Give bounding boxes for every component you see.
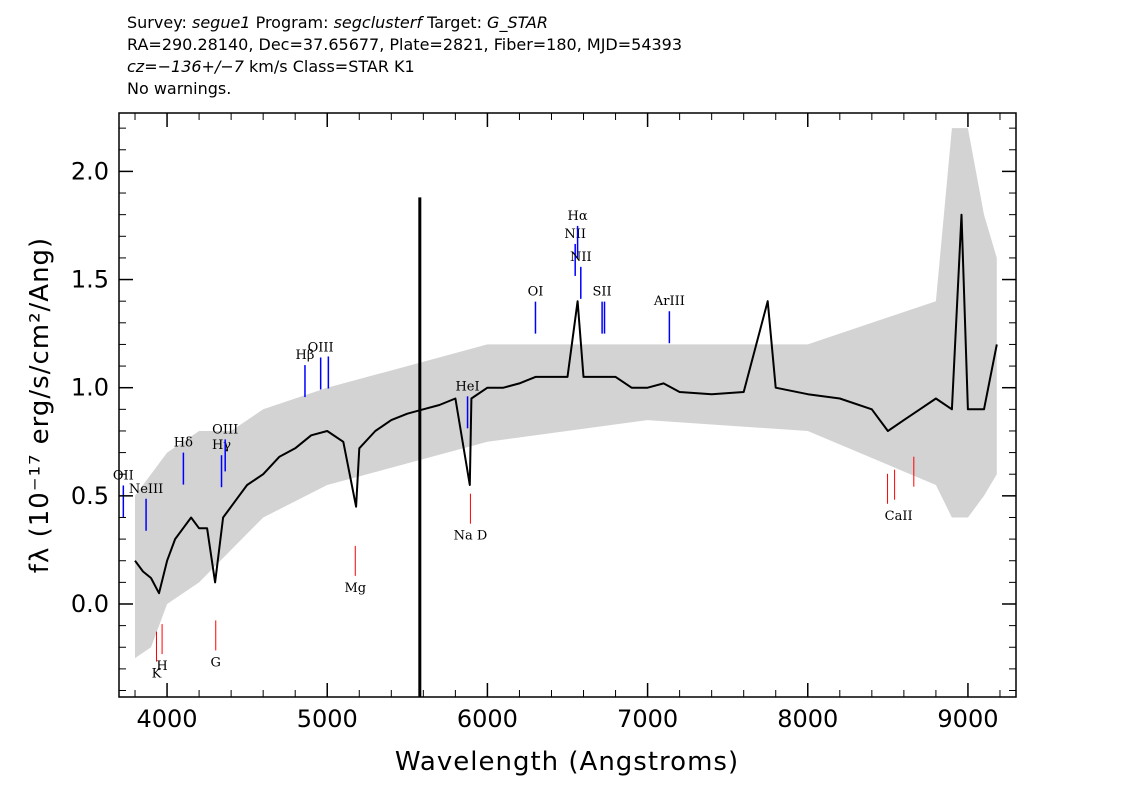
emission-line-label: Hα <box>568 209 588 224</box>
header-line-1: Survey: segue1 Program: segclusterf Targ… <box>127 12 682 34</box>
emission-line-label: OI <box>528 285 544 300</box>
flux-line <box>134 213 998 595</box>
emission-line-label: Hδ <box>174 436 193 451</box>
absorption-line-label: CaII <box>885 509 913 524</box>
y-tick-label: 1.0 <box>71 374 109 402</box>
plot-frame <box>118 112 1017 698</box>
y-tick-label: 0.5 <box>71 482 109 510</box>
emission-line-label: OII <box>113 468 134 483</box>
x-tick-label: 8000 <box>777 705 838 733</box>
target-value: G_STAR <box>487 13 548 32</box>
y-tick-label: 0.0 <box>71 590 109 618</box>
axes-layer: 4000 5000 6000 7000 8000 9000 0.0 0.5 1.0 1.5 2.0 <box>71 113 1016 733</box>
emission-line-label: HeI <box>455 379 479 394</box>
absorption-line-label: Na D <box>454 529 488 544</box>
y-tick-label: 1.5 <box>71 266 109 294</box>
emission-line-label: NII <box>570 250 592 265</box>
absorption-line-label: K <box>152 667 162 682</box>
x-tick-label: 6000 <box>457 705 518 733</box>
y-axis-label: fλ (10⁻¹⁷ erg/s/cm²/Ang) <box>25 237 55 573</box>
absorption-line-label: Mg <box>344 581 366 596</box>
emission-line-label: ArIII <box>653 294 685 309</box>
redshift-value: cz=−136+/−7 <box>127 57 244 76</box>
header-line-2: RA=290.28140, Dec=37.65677, Plate=2821, … <box>127 35 683 54</box>
spectrum-header: Survey: segue1 Program: segclusterf Targ… <box>127 12 682 100</box>
x-tick-label: 4000 <box>137 705 198 733</box>
program-label: Program: <box>255 13 329 32</box>
x-tick-label: 7000 <box>617 705 678 733</box>
class-text: km/s Class=STAR K1 <box>249 57 415 76</box>
emission-line-label: NeIII <box>129 482 163 497</box>
target-label: Target: <box>427 13 482 32</box>
emission-line-label: Hβ <box>296 348 315 363</box>
emission-line-label: OIII <box>212 422 238 437</box>
x-axis-label: Wavelength (Angstroms) <box>395 747 739 777</box>
emission-line-label: Hγ <box>212 438 231 453</box>
header-line-3: cz=−136+/−7 km/s Class=STAR K1 <box>127 56 682 78</box>
x-tick-label: 5000 <box>297 705 358 733</box>
program-value: segclusterf <box>333 13 422 32</box>
error-band <box>135 128 997 659</box>
survey-value: segue1 <box>191 13 251 32</box>
x-tick-label: 9000 <box>937 705 998 733</box>
emission-line-label: NII <box>564 227 586 242</box>
emission-line-label: OIII <box>308 340 334 355</box>
header-line-4: No warnings. <box>127 79 232 98</box>
absorption-line-label: G <box>211 655 221 670</box>
absorption-line-label: H <box>156 659 167 674</box>
emission-line-label: SII <box>593 285 612 300</box>
survey-label: Survey: <box>127 13 187 32</box>
y-tick-label: 2.0 <box>71 157 109 185</box>
